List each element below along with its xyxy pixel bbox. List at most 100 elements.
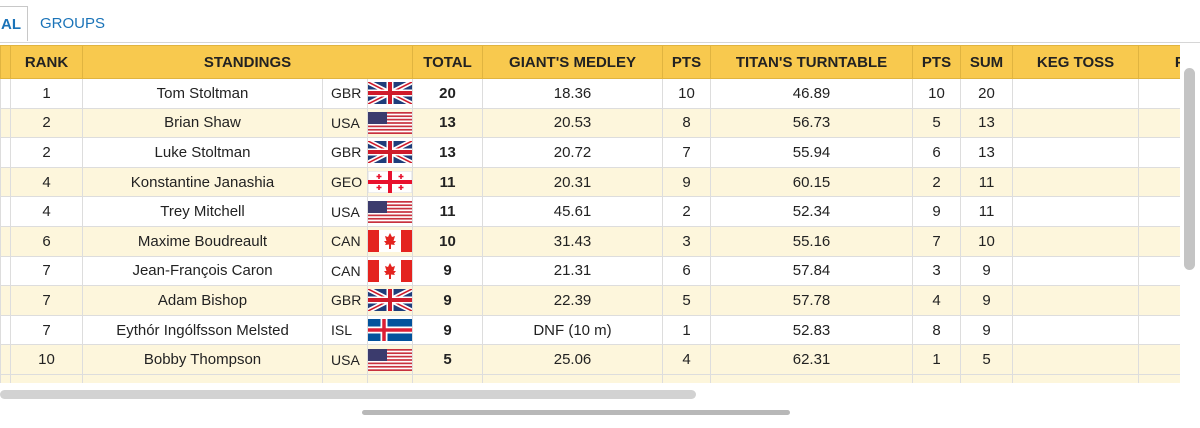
country-cell: CAN [322, 225, 368, 257]
flag-cell [366, 285, 414, 316]
empty-cell [710, 373, 914, 383]
rank-cell: 2 [10, 107, 83, 139]
points-cell: 7 [662, 137, 712, 168]
tab[interactable]: AL [0, 6, 28, 41]
sum-cell: 11 [960, 166, 1014, 198]
country-cell: CAN [322, 255, 368, 287]
empty-cell [0, 373, 11, 383]
sum-cell: 9 [960, 285, 1014, 316]
points-cell: 1 [662, 314, 712, 346]
empty-cell [10, 373, 83, 383]
total-cell: 9 [412, 285, 484, 316]
result-cell: 55.16 [710, 225, 914, 257]
table-row: 4 Trey Mitchell USA 11 45.61 2 52.34 9 11 [0, 196, 1180, 227]
country-cell: GEO [322, 166, 368, 198]
stub-cell [0, 137, 11, 168]
empty-cell [960, 373, 1014, 383]
name-cell: Bobby Thompson [82, 344, 323, 375]
total-cell: 11 [412, 196, 484, 227]
table-row: 2 Luke Stoltman GBR 13 20.72 7 55.94 6 13 [0, 137, 1180, 168]
result-cell: 46.89 [710, 78, 914, 109]
result-cell [1012, 196, 1140, 227]
empty-cell [662, 373, 712, 383]
flag-icon [368, 200, 412, 223]
stub-cell [0, 166, 11, 198]
flag-icon [368, 141, 412, 164]
result-cell: 21.31 [482, 255, 664, 287]
result-cell: 22.39 [482, 285, 664, 316]
stub-cell [0, 225, 11, 257]
points-cell: 4 [912, 285, 962, 316]
rank-cell: 7 [10, 255, 83, 287]
standings-table: RANK STANDINGS TOTAL GIANT'S MEDLEY PTS TITAN… [0, 45, 1180, 383]
empty-cell [1012, 373, 1140, 383]
country-cell: USA [322, 344, 368, 375]
flag-cell [366, 344, 414, 375]
total-cell: 9 [412, 255, 484, 287]
empty-cell [482, 373, 664, 383]
flag-cell [366, 137, 414, 168]
name-cell: Brian Shaw [82, 107, 323, 139]
sum-cell: 9 [960, 314, 1014, 346]
total-cell: 20 [412, 78, 484, 109]
total-cell: 10 [412, 225, 484, 257]
table-row: 7 Jean-François Caron CAN 9 21.31 6 57.84 3 9 [0, 255, 1180, 287]
result-cell: 55.94 [710, 137, 914, 168]
stub-cell [0, 107, 11, 139]
result-cell: 57.78 [710, 285, 914, 316]
result-cell: 62.31 [710, 344, 914, 375]
header-cell: STANDINGS [81, 45, 414, 79]
table-row: 1 Tom Stoltman GBR 20 18.36 10 46.89 10 20 [0, 78, 1180, 109]
result-cell: 57.84 [710, 255, 914, 287]
points-cell: 2 [662, 196, 712, 227]
name-cell: Tom Stoltman [82, 78, 323, 109]
flag-icon [368, 230, 412, 253]
header-cell [0, 45, 11, 79]
rank-cell: 4 [10, 196, 83, 227]
header-cell: RANK [10, 45, 83, 79]
flag-cell [366, 314, 414, 346]
rank-cell: 4 [10, 166, 83, 198]
result-cell [1012, 344, 1140, 375]
points-cell: 2 [912, 166, 962, 198]
vertical-scrollbar[interactable] [1184, 68, 1195, 270]
flag-cell [366, 166, 414, 198]
country-cell: ISL [322, 314, 368, 346]
sum-cell: 13 [960, 137, 1014, 168]
name-cell: Eythór Ingólfsson Melsted [82, 314, 323, 346]
header-cell: KEG TOSS [1012, 45, 1140, 79]
stub-cell [0, 196, 11, 227]
name-cell: Luke Stoltman [82, 137, 323, 168]
name-cell: Maxime Boudreault [82, 225, 323, 257]
name-cell: Adam Bishop [82, 285, 323, 316]
points-cell [1138, 196, 1180, 227]
header-cell: PTS [662, 45, 712, 79]
points-cell: 10 [912, 78, 962, 109]
flag-cell [366, 255, 414, 287]
flag-icon [368, 319, 412, 342]
points-cell [1138, 344, 1180, 375]
name-cell: Trey Mitchell [82, 196, 323, 227]
sum-cell: 13 [960, 107, 1014, 139]
points-cell: 3 [662, 225, 712, 257]
tab[interactable]: GROUPS [40, 15, 106, 32]
result-cell [1012, 225, 1140, 257]
empty-cell [366, 373, 414, 383]
flag-cell [366, 196, 414, 227]
stub-cell [0, 314, 11, 346]
rank-cell: 1 [10, 78, 83, 109]
flag-icon [368, 82, 412, 105]
result-cell: 20.72 [482, 137, 664, 168]
country-cell: USA [322, 107, 368, 139]
rank-cell: 2 [10, 137, 83, 168]
tab-bar: AL GROUPS [0, 0, 1200, 43]
horizontal-scrollbar[interactable] [0, 390, 696, 399]
rank-cell: 7 [10, 285, 83, 316]
total-cell: 13 [412, 107, 484, 139]
flag-icon [368, 111, 412, 134]
result-cell: 25.06 [482, 344, 664, 375]
table-row: 7 Eythór Ingólfsson Melsted ISL 9 DNF (10 m)… [0, 314, 1180, 346]
result-cell: 60.15 [710, 166, 914, 198]
points-cell: 5 [662, 285, 712, 316]
stub-cell [0, 285, 11, 316]
